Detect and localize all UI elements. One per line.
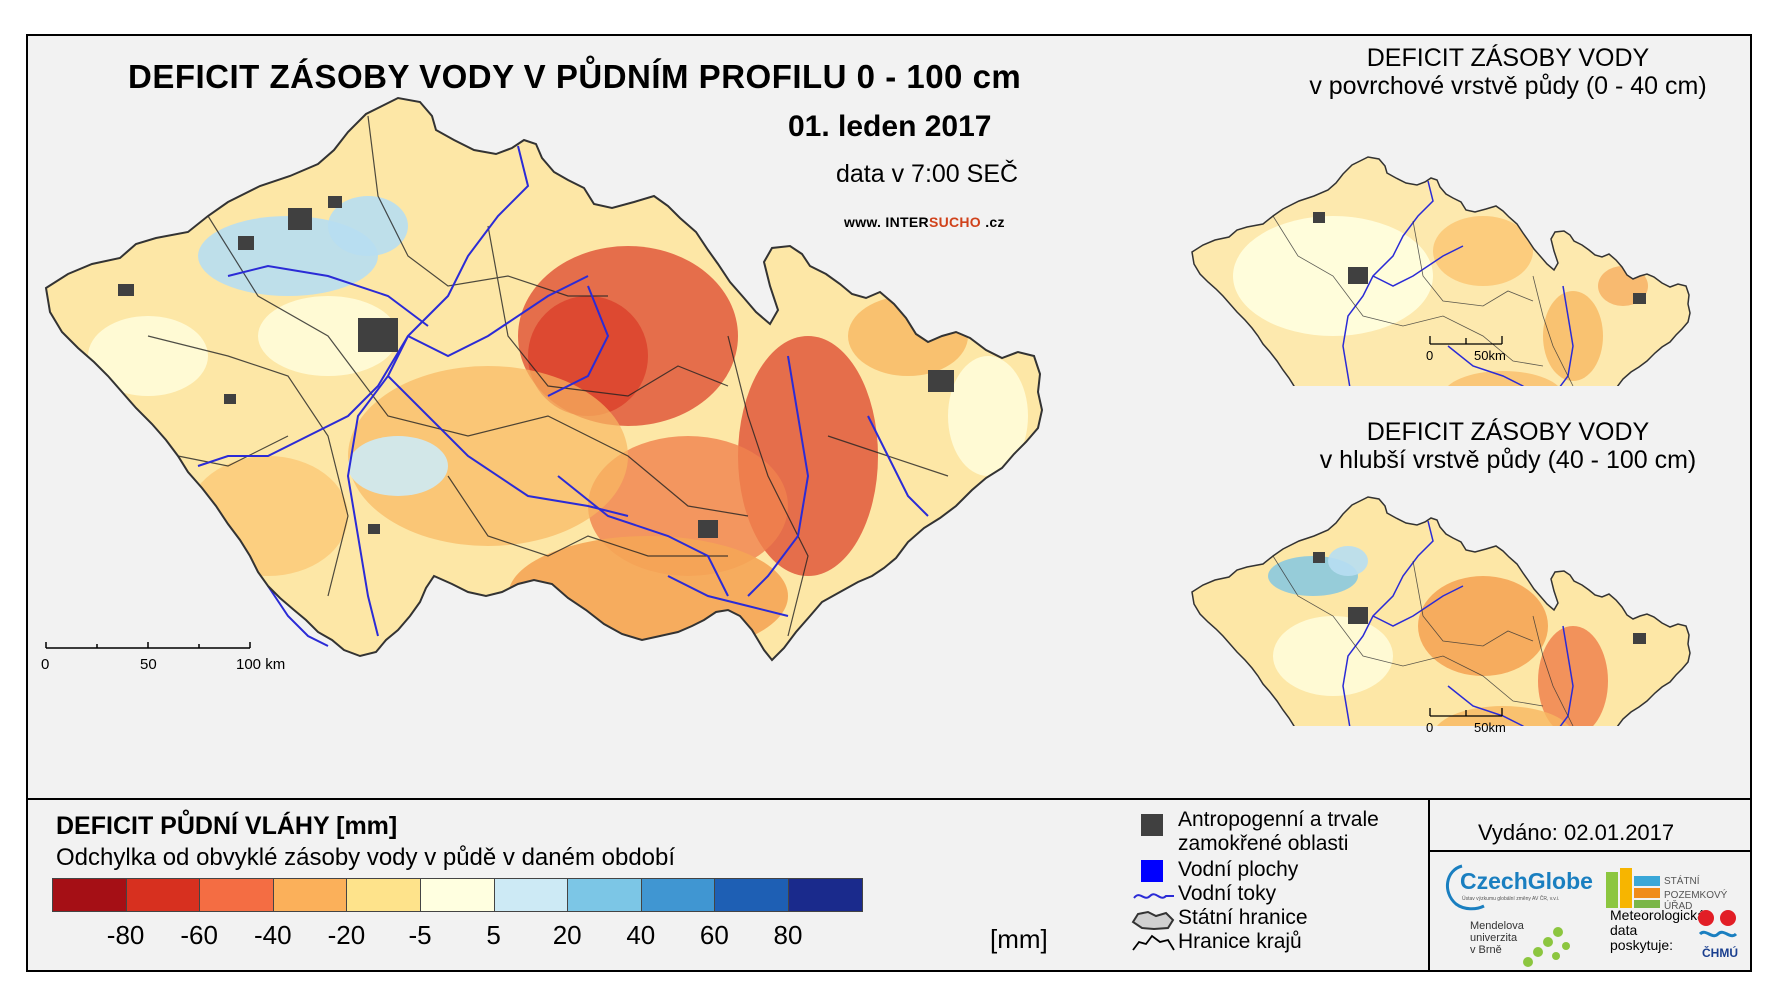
inset-deep-title-line1: DEFICIT ZÁSOBY VODY <box>1366 418 1650 446</box>
footer-separator-v <box>1428 798 1430 972</box>
legend-tick-label: 80 <box>773 920 803 950</box>
inset-surface-title-line1: DEFICIT ZÁSOBY VODY <box>1366 44 1650 72</box>
meteo-data-provider: Meteorologická data poskytuje: <box>1610 908 1705 953</box>
map-frame: 0 50 100 km DEFICIT ZÁSOBY VODY V PŮDNÍM… <box>26 34 1752 972</box>
mendel-university-logo: Mendelova univerzita v Brně <box>1470 920 1524 956</box>
inset-surface-scale-bar <box>1429 336 1503 345</box>
state-border-icon <box>1131 910 1175 931</box>
main-scale-label-100: 100 km <box>236 656 286 673</box>
chmu-logo <box>1698 910 1738 938</box>
legend-tick-label: 40 <box>626 920 656 950</box>
inset-surface-scale-50: 50km <box>1474 348 1506 363</box>
mendel-line2: univerzita <box>1470 932 1518 944</box>
inset-deep-title: DEFICIT ZÁSOBY VODY v hlubší vrstvě půdy… <box>1248 418 1768 474</box>
legend-tick-label: 60 <box>699 920 729 950</box>
issued-date: Vydáno: 02.01.2017 <box>1478 820 1675 845</box>
main-map-title: DEFICIT ZÁSOBY VODY V PŮDNÍM PROFILU 0 -… <box>128 58 1022 95</box>
key-urban-line1: Antropogenní a trvale <box>1178 808 1379 831</box>
website-prefix: www. INTER <box>844 214 929 230</box>
spu-line2: POZEMKOVÝ ÚŘAD <box>1664 890 1728 912</box>
legend-swatch-5 <box>420 878 495 912</box>
water-body-symbol <box>1141 860 1163 882</box>
urban-area-symbol <box>1141 814 1163 836</box>
legend-tick-label: 20 <box>552 920 582 950</box>
key-rivers: Vodní toky <box>1178 882 1277 905</box>
legend-swatch-9 <box>714 878 789 912</box>
main-scale-label-0: 0 <box>41 656 50 673</box>
legend-swatch-7 <box>567 878 642 912</box>
footer-separator-h <box>1428 850 1750 852</box>
legend-tick-label: -20 <box>327 920 366 950</box>
czechglobe-logo <box>1446 864 1485 911</box>
czechglobe-tagline: Ústav výzkumu globální změny AV ČR, v.v.… <box>1462 896 1560 902</box>
inset-surface-title: DEFICIT ZÁSOBY VODY v povrchové vrstvě p… <box>1248 44 1768 100</box>
inset-deep-scale-50: 50km <box>1474 720 1506 735</box>
legend-swatch-6 <box>493 878 569 912</box>
key-state-border: Státní hranice <box>1178 906 1308 929</box>
mendel-line1: Mendelova <box>1470 920 1524 932</box>
legend-title: DEFICIT PŮDNÍ VLÁHY [mm] <box>56 812 398 840</box>
spu-line1: STÁTNÍ <box>1664 876 1700 887</box>
legend-swatch-10 <box>788 878 863 912</box>
main-scale-bar <box>45 642 251 649</box>
website-suffix: .cz <box>981 214 1005 230</box>
legend-tick-label: -80 <box>106 920 145 950</box>
legend-tick-label: 5 <box>486 920 501 950</box>
legend-tick-label: -60 <box>180 920 218 950</box>
czechglobe-name: CzechGlobe <box>1460 868 1593 894</box>
legend-tick-label: -5 <box>408 920 432 950</box>
key-urban: Antropogenní a trvale zamokřené oblasti <box>1178 808 1379 856</box>
region-border-icon <box>1132 934 1175 951</box>
website-accent: SUCHO <box>928 214 981 230</box>
key-water: Vodní plochy <box>1178 858 1299 881</box>
inset-deep-map <box>1191 496 1691 726</box>
legend-swatch-1 <box>125 878 201 912</box>
legend-tick-label: -40 <box>254 920 292 950</box>
inset-deep-scale-bar <box>1429 708 1503 717</box>
meteo-line2: data <box>1610 922 1638 938</box>
main-scale-label-50: 50 <box>140 656 157 673</box>
key-region-border: Hranice krajů <box>1178 930 1302 953</box>
river-line-icon <box>1133 893 1174 899</box>
legend-swatch-8 <box>640 878 716 912</box>
meteo-line3: poskytuje: <box>1610 937 1674 953</box>
mendel-dots-icon <box>1523 927 1570 967</box>
meteo-line1: Meteorologická <box>1610 907 1705 923</box>
inset-surface-scale-0: 0 <box>1426 348 1434 363</box>
legend-swatch-0 <box>52 878 127 912</box>
inset-deep-scale-0: 0 <box>1426 720 1434 735</box>
map-area: 0 50 100 km DEFICIT ZÁSOBY VODY V PŮDNÍM… <box>28 36 1750 798</box>
legend-separator <box>28 798 1750 800</box>
main-map-subtitle: data v 7:00 SEČ <box>836 160 1019 188</box>
inset-deep-title-line2: v hlubší vrstvě půdy (40 - 100 cm) <box>1319 446 1697 474</box>
spu-logo <box>1606 868 1660 908</box>
key-urban-line2: zamokřené oblasti <box>1178 832 1349 855</box>
legend-unit: [mm] <box>990 924 1048 954</box>
main-map <box>45 97 1043 661</box>
main-map-date: 01. leden 2017 <box>788 110 992 143</box>
legend-swatch-3 <box>272 878 348 912</box>
mendel-line3: v Brně <box>1470 944 1502 956</box>
legend-swatch-2 <box>199 878 274 912</box>
inset-surface-map <box>1191 156 1691 386</box>
inset-surface-title-line2: v povrchové vrstvě půdy (0 - 40 cm) <box>1309 72 1707 100</box>
chmu-label: ČHMÚ <box>1702 946 1738 960</box>
legend-subtitle: Odchylka od obvyklé zásoby vody v půdě v… <box>56 844 676 871</box>
website-link[interactable]: www. INTERSUCHO .cz <box>844 214 1005 230</box>
legend-swatch-4 <box>346 878 421 912</box>
